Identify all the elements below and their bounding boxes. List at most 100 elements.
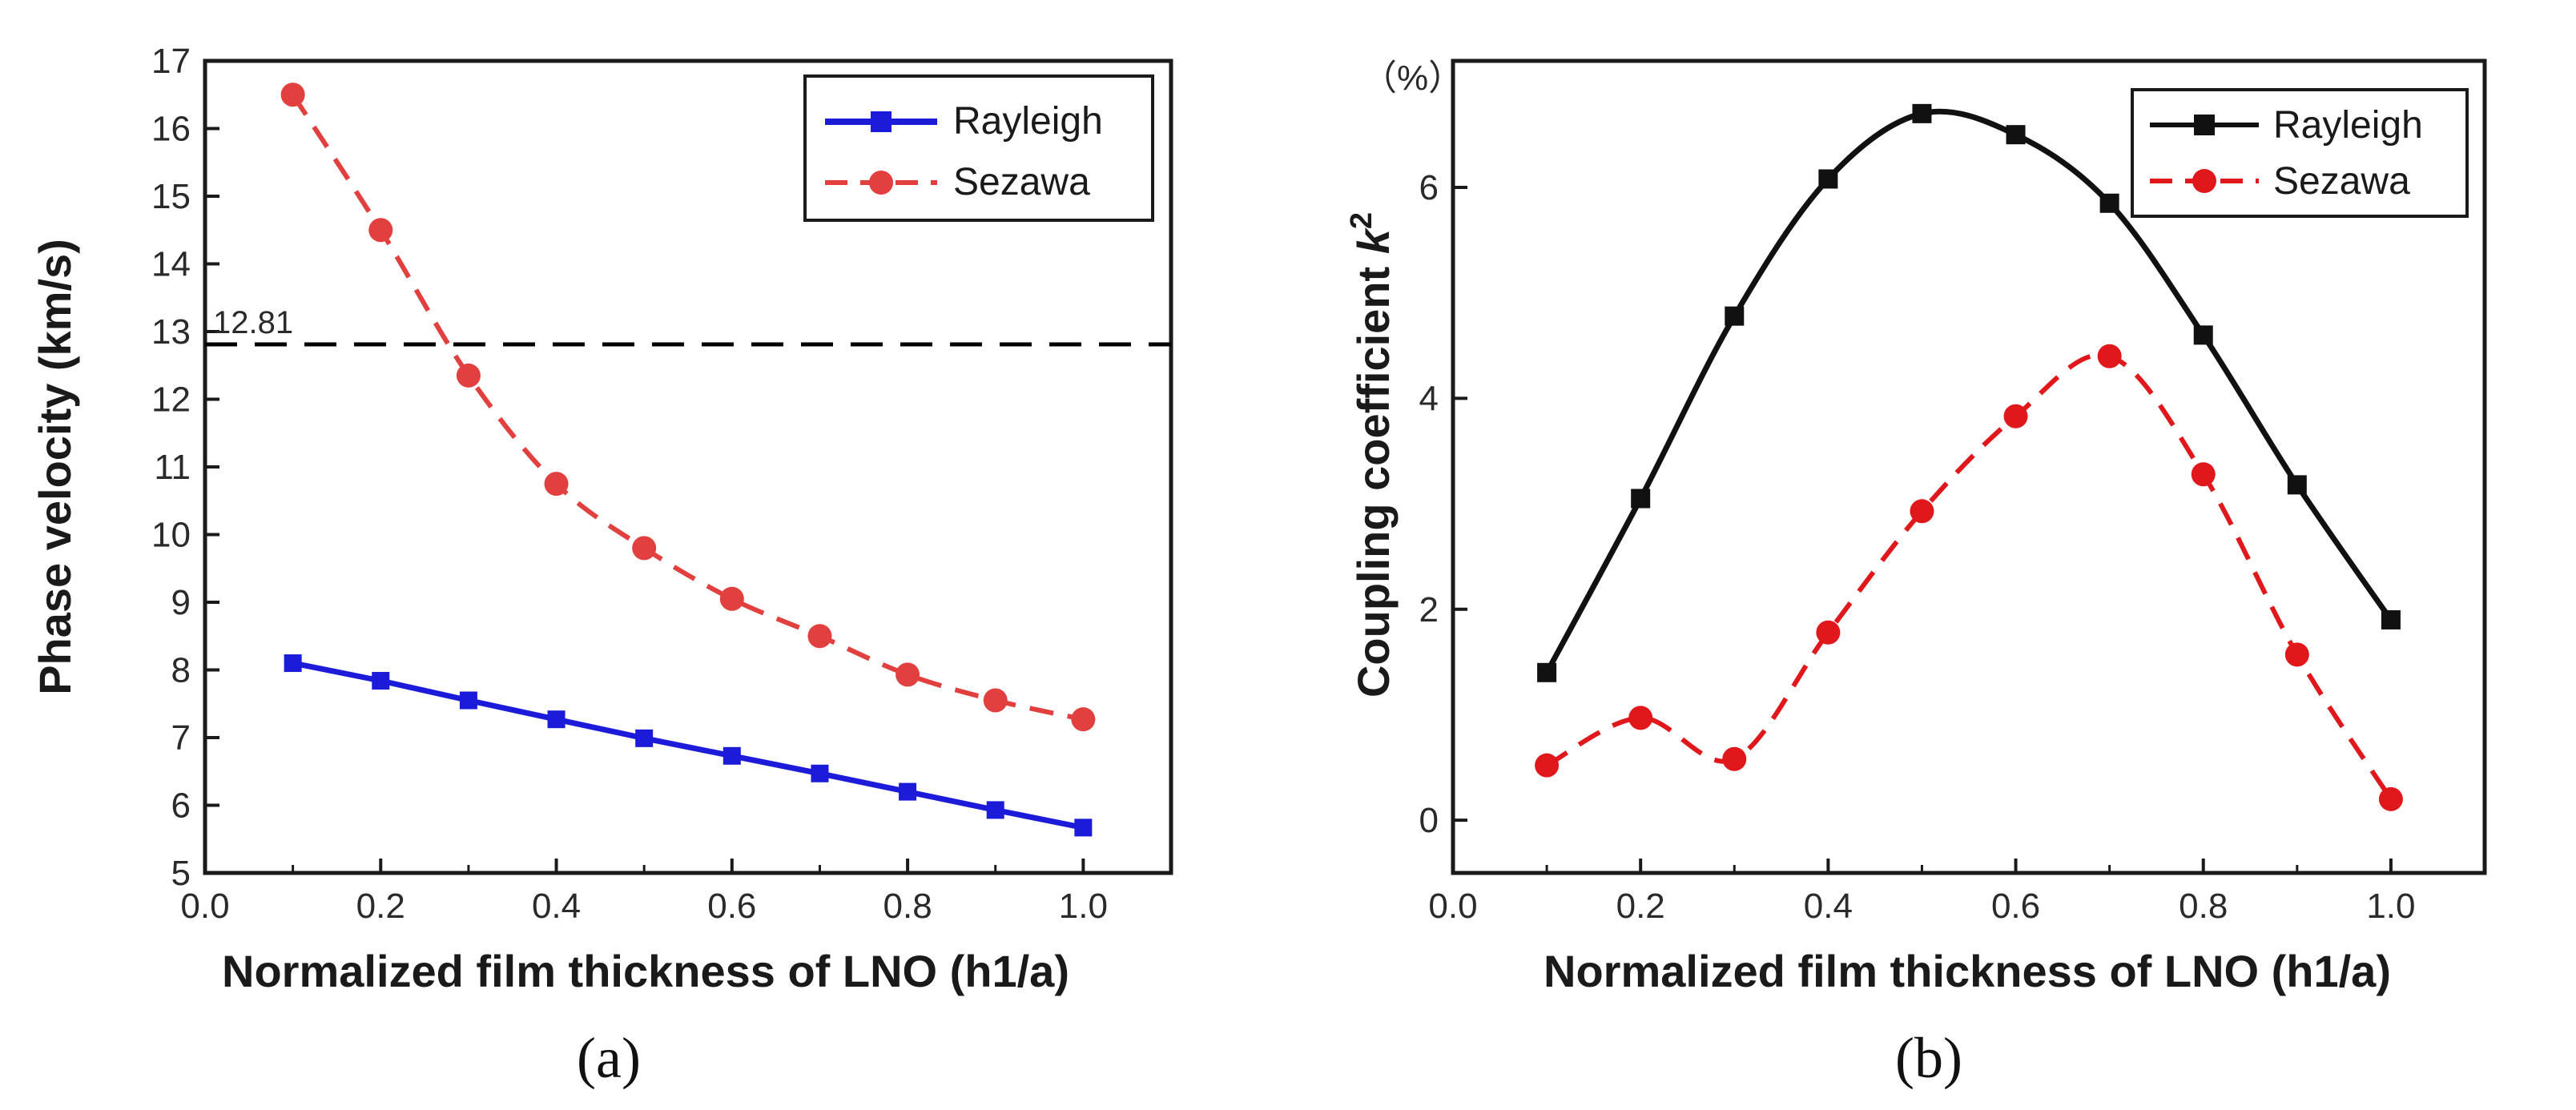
data-point-rayleigh (1912, 103, 1932, 123)
panel-caption-b: (b) (1895, 1026, 1962, 1090)
y-tick-label: 5 (171, 854, 191, 893)
legend-label-sezawa-a: Sezawa (953, 161, 1090, 203)
legend-marker-sezawa-b (2192, 169, 2216, 193)
y-tick-label: 10 (151, 516, 191, 555)
legend-box-a (803, 74, 1154, 222)
y-tick-label: 13 (151, 312, 191, 352)
y-tick-label: 7 (171, 718, 191, 758)
data-point-sezawa (983, 688, 1008, 713)
x-axis-ticks-a: 0.0 0.2 0.4 0.6 0.8 1.0 (180, 859, 1173, 926)
x-tick-label: 0.6 (707, 887, 756, 926)
unit-label-b: （%） (1362, 58, 1463, 98)
data-point-rayleigh (1074, 818, 1093, 837)
legend-a: Rayleigh Sezawa (803, 74, 1154, 222)
data-point-sezawa (1628, 706, 1653, 730)
data-point-rayleigh (372, 672, 390, 690)
y-tick-label: 14 (151, 245, 191, 284)
data-point-sezawa (1910, 499, 1934, 524)
y-tick-label: 9 (171, 583, 191, 622)
data-point-sezawa (456, 363, 481, 388)
data-point-rayleigh (811, 764, 829, 782)
y-tick-label: 6 (1419, 168, 1439, 207)
x-tick-label: 0.0 (180, 887, 229, 926)
y-tick-label: 11 (154, 448, 191, 487)
y-axis-ticks-a: 5 6 7 8 9 10 11 12 13 14 15 16 17 (151, 42, 219, 893)
y-tick-label: 16 (151, 110, 191, 149)
x-tick-label: 0.6 (1991, 887, 2040, 926)
data-point-rayleigh (635, 729, 654, 747)
legend-box-b (2131, 88, 2469, 218)
legend-label-rayleigh-a: Rayleigh (953, 100, 1103, 143)
panel-caption-a: (a) (577, 1026, 641, 1090)
data-point-sezawa (2378, 786, 2403, 811)
series-line-rayleigh (292, 660, 1085, 830)
y-tick-label: 12 (151, 380, 191, 420)
data-point-sezawa (719, 586, 744, 611)
y-axis-ticks-b: 0 2 4 6 (1419, 168, 1467, 840)
y-axis-title-b-superscript: 2 (1345, 212, 1379, 229)
y-tick-label: 8 (171, 651, 191, 690)
series-group-b (1535, 103, 2403, 811)
x-tick-label: 0.8 (2179, 887, 2228, 926)
x-tick-label: 0.8 (883, 887, 932, 926)
x-axis-title-b: Normalized film thickness of LNO (h1/a) (1544, 946, 2391, 996)
data-point-rayleigh (1818, 169, 1838, 189)
data-point-sezawa (896, 662, 920, 687)
data-point-sezawa (1722, 746, 1747, 771)
legend-marker-rayleigh-b (2194, 115, 2215, 135)
x-tick-label: 1.0 (2366, 887, 2415, 926)
data-point-sezawa (1535, 753, 1560, 778)
legend-label-sezawa-b: Sezawa (2273, 160, 2410, 203)
data-point-rayleigh (2006, 125, 2026, 145)
y-tick-label: 2 (1419, 590, 1439, 629)
data-point-sezawa (2097, 344, 2122, 368)
data-point-sezawa (280, 82, 305, 107)
y-axis-title-a: Phase velocity (km/s) (30, 239, 80, 695)
data-point-rayleigh (284, 654, 302, 673)
legend-label-rayleigh-b: Rayleigh (2273, 104, 2423, 147)
legend-marker-sezawa-a (869, 171, 893, 195)
series-group-a (280, 82, 1096, 837)
y-axis-title-b-symbol: k (1348, 227, 1399, 254)
reference-line-label: 12.81 (213, 305, 293, 340)
data-point-sezawa (2284, 642, 2309, 667)
x-tick-label: 0.2 (356, 887, 405, 926)
data-point-rayleigh (459, 691, 477, 710)
data-point-sezawa (2191, 462, 2216, 487)
panel-a-phase-velocity: 5 6 7 8 9 10 11 12 13 14 15 16 17 0.0 0.2 0.4 0.6 0.8 1.0… (30, 42, 1173, 1090)
data-point-rayleigh (899, 782, 917, 801)
reference-line-group: 12.81 (205, 305, 1171, 347)
legend-b: Rayleigh Sezawa (2131, 88, 2469, 218)
y-axis-title-b-text: Coupling coefficient (1348, 254, 1399, 698)
data-point-rayleigh (722, 746, 741, 765)
data-point-rayleigh (1631, 489, 1651, 509)
data-point-rayleigh (1725, 306, 1745, 326)
data-point-rayleigh (986, 801, 1004, 819)
x-tick-label: 1.0 (1059, 887, 1108, 926)
x-axis-title-a: Normalized film thickness of LNO (h1/a) (222, 946, 1069, 996)
y-axis-title-b: Coupling coefficient k2 (1345, 212, 1399, 698)
data-point-sezawa (2003, 404, 2028, 428)
data-point-rayleigh (2193, 325, 2213, 345)
series-line-sezawa (1545, 352, 2393, 801)
x-tick-label: 0.0 (1428, 887, 1477, 926)
data-point-rayleigh (2099, 193, 2119, 213)
series-line-rayleigh (1544, 108, 2393, 674)
data-point-rayleigh (547, 710, 566, 729)
data-point-sezawa (544, 472, 569, 497)
y-tick-label: 6 (171, 786, 191, 826)
data-point-sezawa (368, 218, 393, 243)
x-tick-label: 0.4 (532, 887, 581, 926)
data-point-sezawa (807, 624, 832, 649)
data-point-rayleigh (2381, 609, 2401, 629)
y-tick-label: 0 (1419, 801, 1439, 840)
data-point-rayleigh (1537, 662, 1557, 682)
data-point-sezawa (1816, 620, 1841, 645)
data-point-sezawa (1071, 707, 1096, 732)
legend-marker-rayleigh-a (871, 111, 892, 132)
x-tick-label: 0.4 (1804, 887, 1853, 926)
y-tick-label: 17 (151, 42, 191, 81)
y-tick-label: 4 (1419, 379, 1439, 418)
plot-frame-b (1451, 58, 2487, 875)
